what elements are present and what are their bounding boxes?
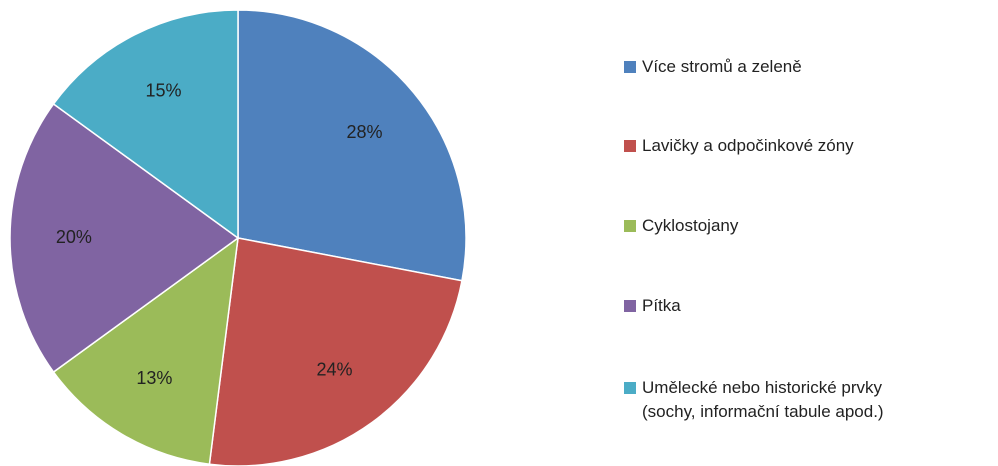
legend-swatch <box>624 61 636 73</box>
legend-item: Cyklostojany <box>624 214 932 238</box>
legend-swatch <box>624 220 636 232</box>
legend-swatch <box>624 300 636 312</box>
legend-item: Lavičky a odpočinkové zóny <box>624 134 932 158</box>
data-label: 13% <box>136 368 172 388</box>
legend-label: Více stromů a zeleně <box>642 57 802 76</box>
pie-slice <box>52 236 239 466</box>
pie-slice <box>237 9 467 282</box>
legend-item: Více stromů a zeleně <box>624 55 932 79</box>
legend-swatch <box>624 140 636 152</box>
data-label: 24% <box>316 360 352 380</box>
pie-area: 28% 24% 13% 20% 15% <box>9 9 467 466</box>
pie-slice <box>52 9 239 240</box>
legend-label: Umělecké nebo historické prvky (sochy, i… <box>642 378 884 421</box>
legend-item: Pítka <box>624 294 932 318</box>
pie-slice <box>9 102 240 374</box>
data-label: 28% <box>346 122 382 142</box>
legend-label: Lavičky a odpočinkové zóny <box>642 136 854 155</box>
data-label: 15% <box>145 80 181 100</box>
legend-label: Cyklostojany <box>642 216 739 235</box>
legend-label: Pítka <box>642 296 681 315</box>
legend-swatch <box>624 382 636 394</box>
data-label: 20% <box>56 227 92 247</box>
legend-item: Umělecké nebo historické prvky (sochy, i… <box>624 376 932 424</box>
